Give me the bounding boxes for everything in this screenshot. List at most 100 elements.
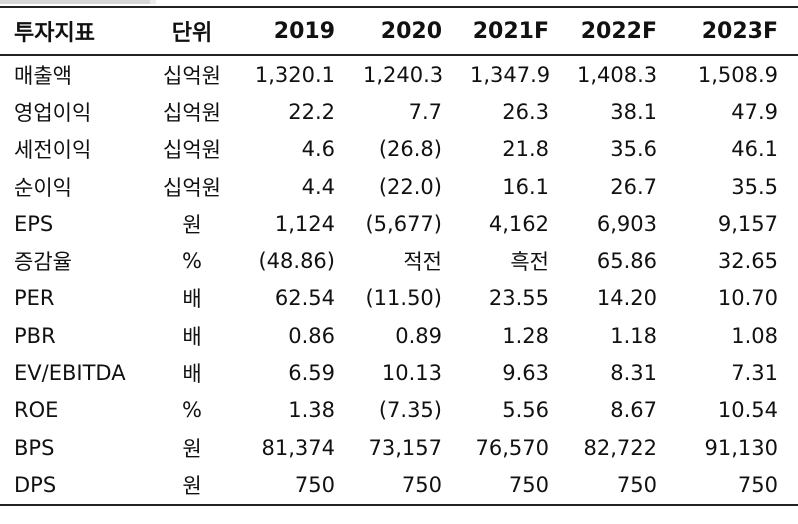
row-value: 21.8 — [502, 137, 549, 162]
row-value: 14.20 — [596, 286, 657, 311]
row-value: 26.3 — [502, 99, 549, 124]
row-label: DPS — [0, 466, 150, 506]
row-value: 6,903 — [596, 211, 657, 236]
row-value: 1.28 — [502, 323, 549, 348]
row-value: (22.0) — [378, 174, 442, 199]
header-year: 2021F — [462, 6, 569, 56]
row-value: 1,508.9 — [697, 62, 778, 87]
row-label: 영업이익 — [14, 100, 92, 125]
row-value: 750 — [234, 466, 355, 506]
row-unit: 십억원 — [163, 100, 221, 125]
row-label: 증감율 — [14, 250, 72, 275]
header-unit: 단위 — [150, 6, 234, 56]
row-unit: 원 — [182, 212, 202, 237]
row-value: 4.4 — [301, 174, 335, 199]
row-value: 750 — [677, 466, 798, 506]
row-value: 10.70 — [717, 286, 778, 311]
row-value: 35.5 — [731, 174, 778, 199]
row-value: 1.38 — [288, 398, 335, 423]
row-value: 7.31 — [731, 361, 778, 386]
row-value: 4,162 — [488, 211, 549, 236]
header-year: 2022F — [569, 6, 677, 56]
top-strip-end — [150, 0, 156, 4]
row-value: 750 — [569, 466, 677, 506]
row-value: (11.50) — [365, 286, 442, 311]
row-value: 16.1 — [502, 174, 549, 199]
row-label: 매출액 — [14, 63, 72, 88]
row-value: 76,570 — [475, 435, 549, 460]
row-value: 22.2 — [288, 99, 335, 124]
row-value: 65.86 — [596, 249, 657, 274]
row-value: 1,408.3 — [577, 62, 658, 87]
row-value: (26.8) — [378, 137, 442, 162]
row-value: 적전 — [403, 250, 442, 275]
row-unit: 배 — [182, 287, 202, 312]
row-label: EV/EBITDA — [14, 361, 126, 386]
row-label: EPS — [14, 211, 54, 236]
table-row: 순이익 십억원 4.4 (22.0) 16.1 26.7 35.5 — [0, 168, 798, 205]
table-row: 매출액 십억원 1,320.1 1,240.3 1,347.9 1,408.3 1,508.… — [0, 55, 798, 93]
header-label: 투자지표 — [0, 6, 150, 56]
row-value: 35.6 — [610, 137, 657, 162]
row-value: 81,374 — [261, 435, 335, 460]
row-label: ROE — [14, 398, 59, 423]
row-value: 0.86 — [288, 323, 335, 348]
row-value: (5,677) — [365, 211, 442, 236]
table-row: 세전이익 십억원 4.6 (26.8) 21.8 35.6 46.1 — [0, 131, 798, 168]
row-value: 62.54 — [274, 286, 335, 311]
row-unit: 십억원 — [163, 175, 221, 200]
row-value: 10.54 — [717, 398, 778, 423]
header-year: 2020 — [355, 6, 462, 56]
row-value: 1,240.3 — [363, 62, 444, 87]
row-value: 7.7 — [408, 99, 442, 124]
table-row: BPS 원 81,374 73,157 76,570 82,722 91,130 — [0, 429, 798, 466]
top-strip — [0, 0, 150, 4]
table-row: DPS 원 750 750 750 750 750 — [0, 466, 798, 506]
row-value: 91,130 — [704, 435, 778, 460]
table-row: 증감율% (48.86) 적전 흑전 65.86 32.65 — [0, 242, 798, 279]
header-year: 2023F — [677, 6, 798, 56]
table-row: EV/EBITDA 배 6.59 10.13 9.63 8.31 7.31 — [0, 354, 798, 391]
row-value: 750 — [355, 466, 462, 506]
row-value: (48.86) — [258, 249, 335, 274]
row-label: 세전이익 — [14, 138, 92, 163]
row-value: 9.63 — [502, 361, 549, 386]
row-label: 순이익 — [14, 175, 72, 200]
row-value: 1,124 — [274, 211, 335, 236]
row-value: 8.31 — [610, 361, 657, 386]
row-value: 38.1 — [610, 99, 657, 124]
row-unit: % — [182, 398, 202, 423]
row-unit: % — [182, 249, 202, 274]
row-value: 8.67 — [610, 398, 657, 423]
row-value: 9,157 — [717, 211, 778, 236]
row-value: 23.55 — [488, 286, 549, 311]
row-unit: 십억원 — [163, 138, 221, 163]
row-unit: 십억원 — [163, 63, 221, 88]
row-value: 26.7 — [610, 174, 657, 199]
row-value: 0.89 — [395, 323, 442, 348]
row-label: PER — [14, 286, 55, 311]
row-value: 5.56 — [502, 398, 549, 423]
table-row: ROE% 1.38 (7.35) 5.56 8.67 10.54 — [0, 392, 798, 429]
row-value: 32.65 — [717, 249, 778, 274]
table-row: PER 배 62.54 (11.50) 23.55 14.20 10.70 — [0, 280, 798, 317]
row-value: 750 — [462, 466, 569, 506]
row-label: BPS — [14, 435, 55, 460]
row-value: 1.08 — [731, 323, 778, 348]
row-unit: 원 — [182, 436, 202, 461]
row-value: 10.13 — [381, 361, 442, 386]
table-row: 영업이익 십억원 22.2 7.7 26.3 38.1 47.9 — [0, 93, 798, 130]
row-value: 흑전 — [510, 250, 549, 275]
header-year: 2019 — [234, 6, 355, 56]
row-value: 46.1 — [731, 137, 778, 162]
row-value: 1,320.1 — [254, 62, 335, 87]
row-label: PBR — [14, 323, 56, 348]
row-value: 1,347.9 — [470, 62, 551, 87]
row-unit: 원 — [150, 466, 234, 506]
row-value: 4.6 — [301, 137, 335, 162]
row-value: 47.9 — [731, 99, 778, 124]
row-value: 82,722 — [583, 435, 657, 460]
table-header-row: 투자지표 단위 2019 2020 2021F 2022F 2023F — [0, 6, 798, 56]
row-value: (7.35) — [378, 398, 442, 423]
